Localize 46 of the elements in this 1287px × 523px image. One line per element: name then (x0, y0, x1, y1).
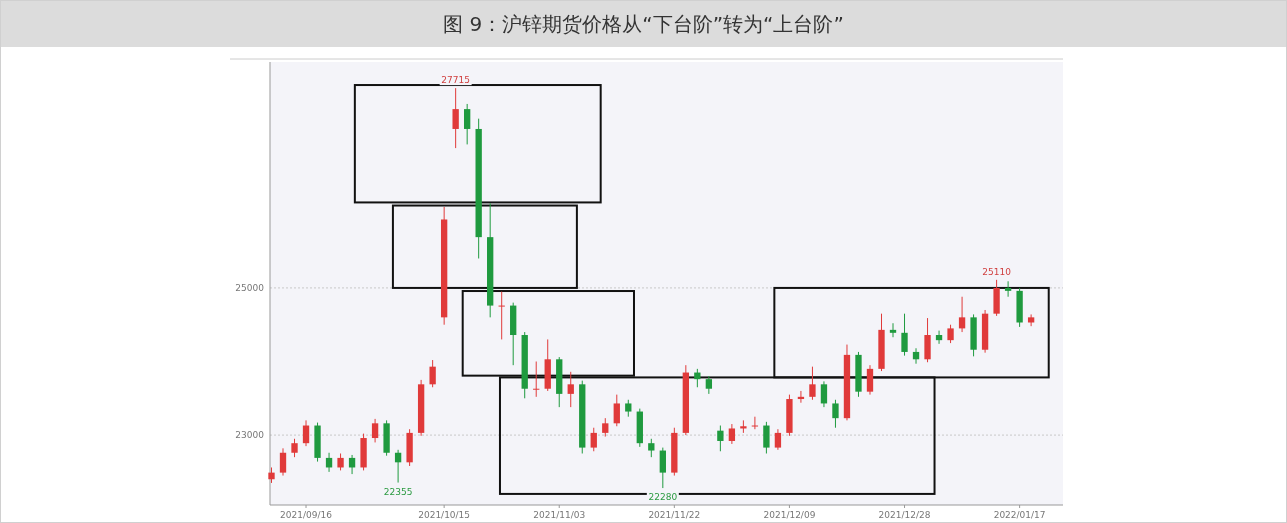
candlestick (866, 364, 874, 396)
candlestick (935, 330, 943, 345)
candlestick (1027, 313, 1035, 327)
x-tick-label: 2021/11/03 (533, 510, 586, 520)
candlestick (763, 421, 770, 454)
candlestick (958, 296, 966, 333)
candlestick (809, 366, 816, 401)
candlestick (371, 418, 379, 443)
candlestick (590, 427, 597, 452)
candlestick (613, 394, 620, 427)
chart-title: 图 9：沪锌期货价格从“下台阶”转为“上台阶” (443, 12, 844, 36)
candlestick (279, 447, 287, 477)
candlestick (291, 438, 298, 458)
candlestick (464, 103, 471, 145)
y-tick-label: 23000 (235, 430, 265, 441)
candlestick (1004, 280, 1012, 298)
candlestick (498, 291, 505, 340)
candlestick (452, 87, 459, 149)
candlestick (302, 419, 310, 447)
candlestick (820, 380, 828, 408)
x-tick-label: 2021/10/15 (418, 510, 471, 520)
x-tick-label: 2021/12/09 (763, 510, 816, 520)
x-tick-label: 2021/12/28 (878, 510, 931, 520)
candlestick (751, 416, 759, 430)
candlestick (947, 324, 954, 344)
annotation: 22355 (383, 486, 413, 497)
candlestick (429, 359, 436, 388)
candlestick (659, 447, 666, 489)
y-tick-label: 25000 (235, 282, 265, 293)
x-tick-label: 2021/09/16 (280, 510, 333, 520)
candlestick (602, 417, 609, 438)
candlestick (774, 428, 782, 451)
annotation: 25110 (982, 266, 1012, 277)
candlestick (832, 399, 839, 429)
annotation: 22280 (648, 492, 678, 503)
candlestick (728, 423, 736, 445)
candlestick (889, 322, 897, 338)
annotation: 27715 (441, 75, 470, 86)
candlestick (694, 368, 701, 388)
candlestick (533, 361, 540, 398)
x-tick-label: 2022/01/17 (993, 510, 1046, 520)
candlestick (648, 438, 655, 458)
x-tick-label: 2021/11/22 (648, 510, 701, 520)
candlestick (717, 425, 724, 452)
candlestick (901, 313, 908, 357)
candlestick (567, 371, 574, 408)
